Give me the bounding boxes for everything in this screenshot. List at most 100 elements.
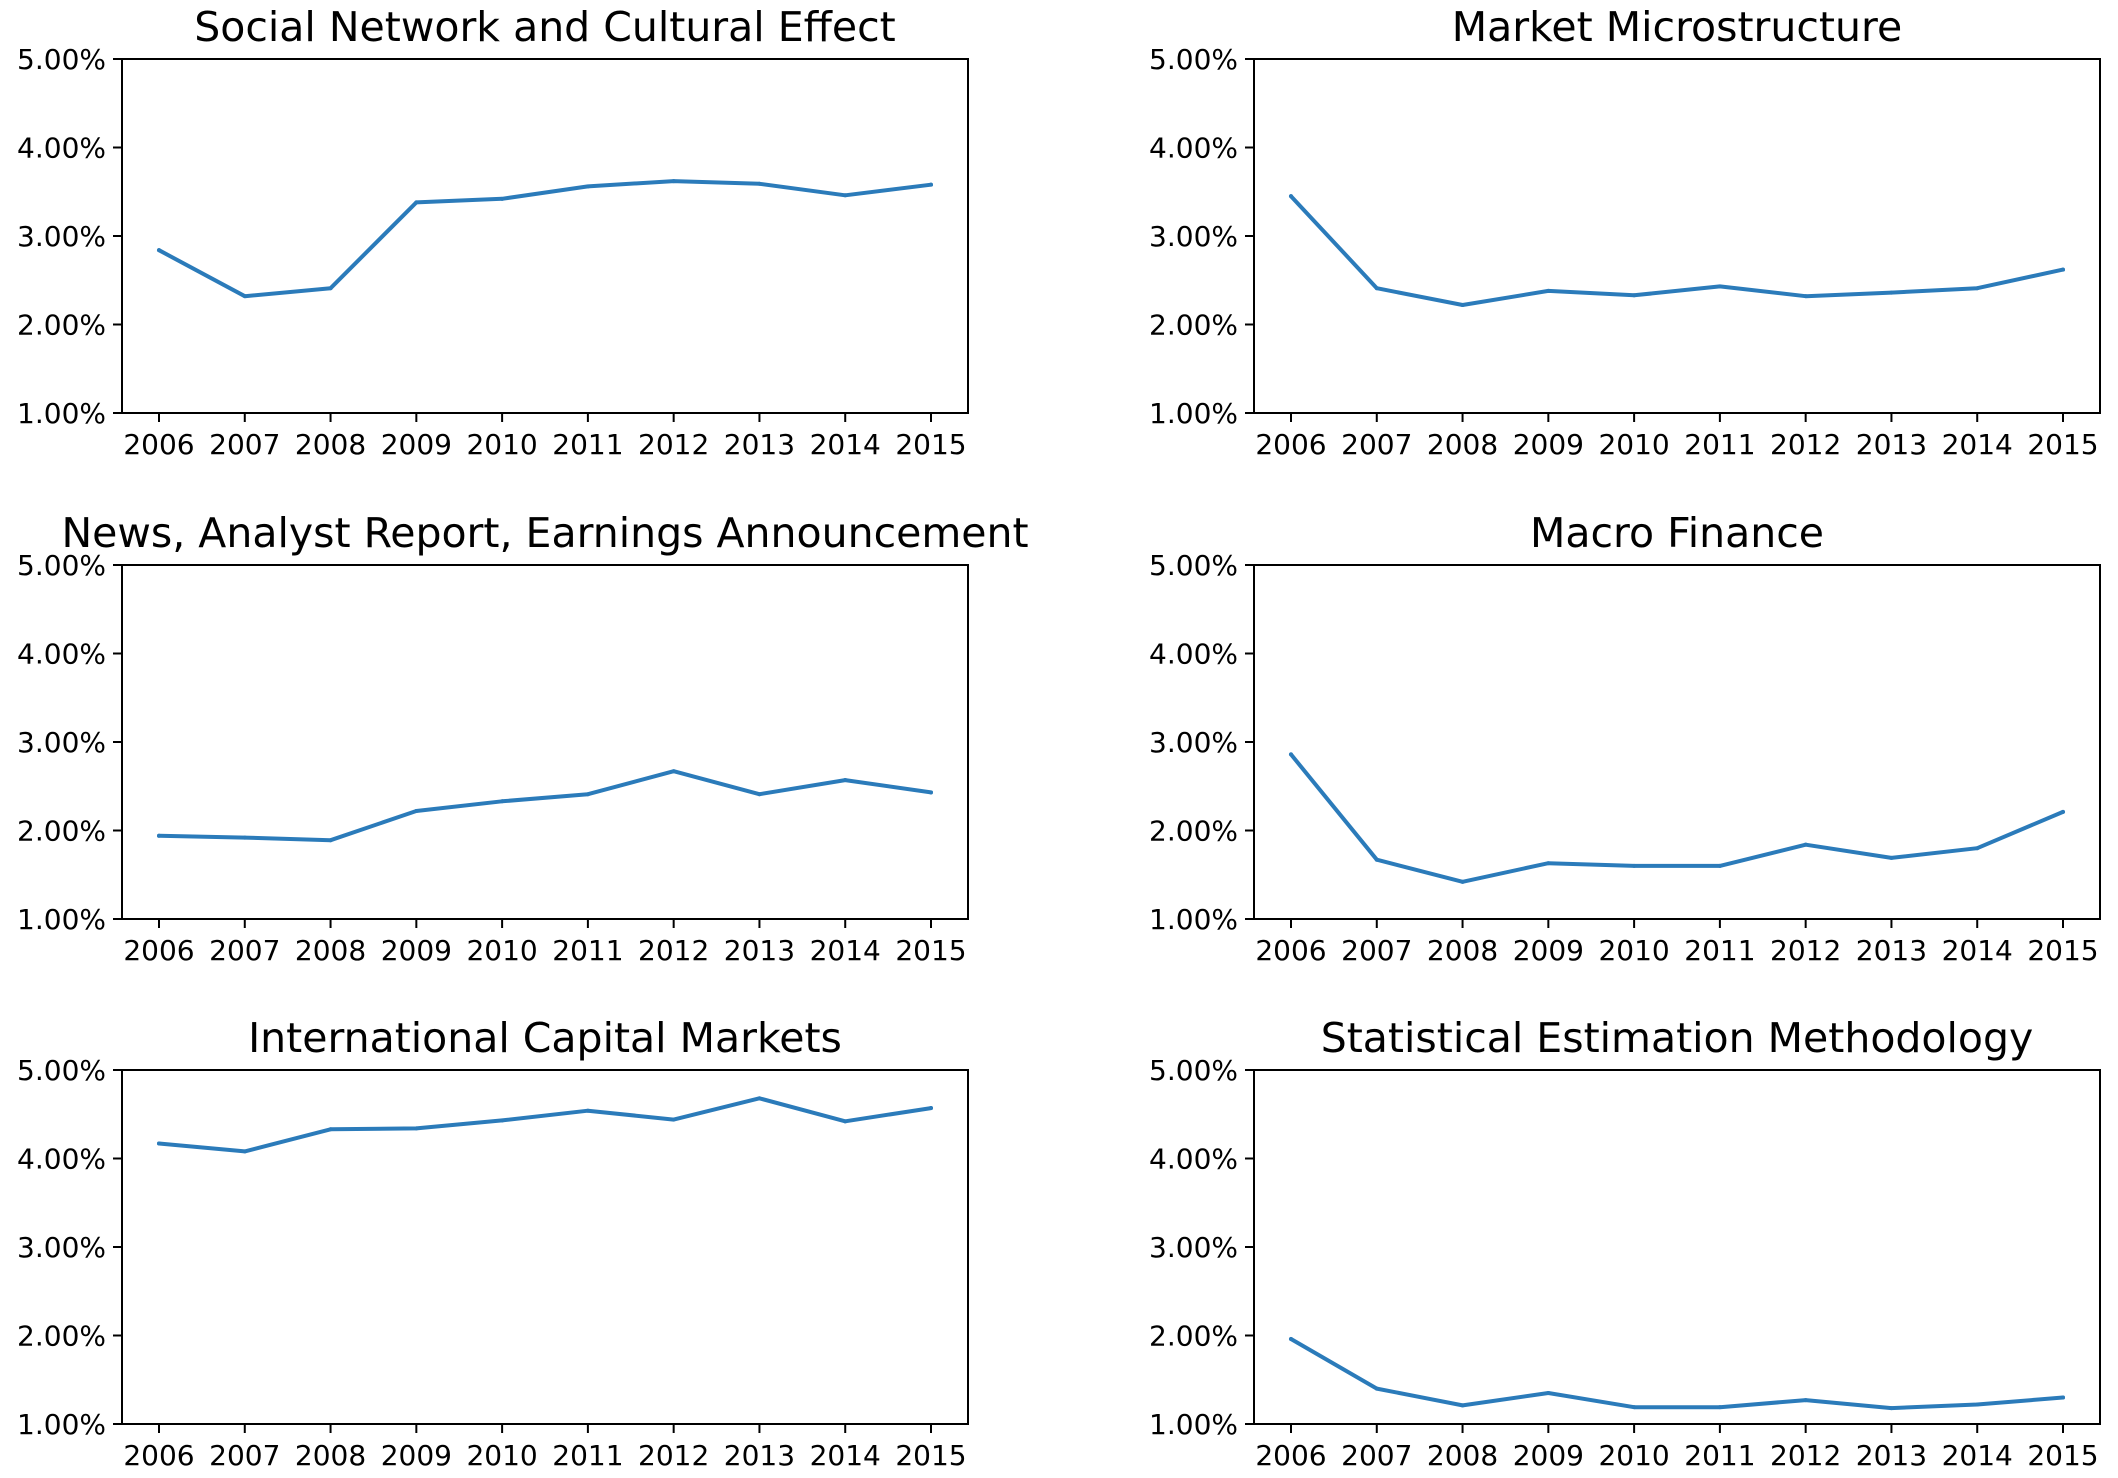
plot-frame <box>121 564 969 920</box>
data-point <box>2061 267 2065 272</box>
data-point <box>757 792 762 797</box>
x-tick-label: 2014 <box>810 428 881 461</box>
data-point <box>1889 290 1894 295</box>
x-tick-label: 2011 <box>1684 428 1755 461</box>
data-point <box>671 1117 676 1122</box>
x-tick-label: 2015 <box>2027 1439 2098 1472</box>
x-tick-label: 2007 <box>1341 1439 1412 1472</box>
data-point <box>414 809 419 814</box>
x-tick-label: 2013 <box>1856 1439 1927 1472</box>
y-tick-label: 3.00% <box>1149 726 1238 759</box>
x-tick-label: 2006 <box>123 428 194 461</box>
data-point <box>2061 809 2065 814</box>
x-tick-label: 2009 <box>1513 1439 1584 1472</box>
data-point <box>1803 842 1808 847</box>
plot-frame <box>1253 1069 2101 1425</box>
x-tick-label: 2013 <box>724 934 795 967</box>
data-point <box>1460 1403 1465 1408</box>
data-point <box>585 792 590 797</box>
x-tick-label: 2010 <box>466 1439 537 1472</box>
x-tick-label: 2013 <box>1856 428 1927 461</box>
series-line <box>1289 194 2065 307</box>
x-tick-label: 2011 <box>1684 934 1755 967</box>
series-line <box>157 769 933 843</box>
data-point <box>1632 293 1637 298</box>
y-tick-label: 5.00% <box>17 43 106 76</box>
x-tick-label: 2012 <box>638 428 709 461</box>
x-tick-label: 2006 <box>1255 934 1326 967</box>
series-line <box>1289 1337 2065 1411</box>
data-point <box>843 1119 848 1124</box>
data-point <box>929 182 933 187</box>
data-point <box>1717 1405 1722 1410</box>
x-tick-label: 2015 <box>895 934 966 967</box>
plot-frame <box>1253 58 2101 414</box>
y-tick-label: 2.00% <box>1149 309 1238 342</box>
chart-panel: Market Microstructure 1.00% 2.00% 3.00% 4.00… <box>1149 3 2101 461</box>
data-point <box>242 294 247 299</box>
x-tick-label: 2009 <box>1513 428 1584 461</box>
y-tick-label: 3.00% <box>17 726 106 759</box>
data-point <box>242 835 247 840</box>
data-point <box>328 838 333 843</box>
chart-title: Statistical Estimation Methodology <box>1321 1014 2034 1062</box>
x-tick-label: 2013 <box>1856 934 1927 967</box>
x-tick-label: 2013 <box>724 428 795 461</box>
data-point <box>500 196 505 201</box>
y-tick-label: 2.00% <box>17 1320 106 1353</box>
data-point <box>1374 857 1379 862</box>
data-point <box>671 769 676 774</box>
y-tick-label: 1.00% <box>1149 397 1238 430</box>
data-point <box>157 1141 161 1146</box>
y-tick-label: 4.00% <box>1149 638 1238 671</box>
chart-title: International Capital Markets <box>248 1014 842 1062</box>
data-point <box>1975 286 1980 291</box>
chart-panel: Social Network and Cultural Effect 1.00% 2… <box>17 3 969 461</box>
y-tick-label: 4.00% <box>17 132 106 165</box>
chart-panel: News, Analyst Report, Earnings Announcem… <box>17 509 1029 967</box>
data-point <box>1632 863 1637 868</box>
data-point <box>1803 1398 1808 1403</box>
data-point <box>585 1108 590 1113</box>
x-tick-label: 2010 <box>466 428 537 461</box>
y-tick-label: 1.00% <box>17 1408 106 1441</box>
chart-title: Market Microstructure <box>1452 3 1902 51</box>
data-point <box>1889 855 1894 860</box>
y-tick-label: 5.00% <box>1149 1054 1238 1087</box>
x-tick-label: 2010 <box>1598 428 1669 461</box>
data-point <box>2061 1395 2065 1400</box>
data-point <box>843 193 848 198</box>
x-tick-label: 2011 <box>552 1439 623 1472</box>
y-tick-label: 4.00% <box>1149 132 1238 165</box>
x-tick-label: 2015 <box>895 428 966 461</box>
x-tick-label: 2013 <box>724 1439 795 1472</box>
data-point <box>157 248 161 253</box>
x-tick-label: 2007 <box>209 1439 280 1472</box>
x-tick-label: 2009 <box>1513 934 1584 967</box>
data-point <box>414 1126 419 1131</box>
x-tick-label: 2006 <box>123 934 194 967</box>
y-tick-label: 3.00% <box>1149 220 1238 253</box>
x-tick-label: 2008 <box>295 934 366 967</box>
y-tick-label: 5.00% <box>1149 43 1238 76</box>
y-tick-label: 4.00% <box>17 1143 106 1176</box>
y-tick-label: 5.00% <box>17 549 106 582</box>
data-point <box>500 1118 505 1123</box>
y-tick-label: 2.00% <box>17 309 106 342</box>
x-tick-label: 2008 <box>1427 934 1498 967</box>
x-tick-label: 2014 <box>1942 428 2013 461</box>
y-tick-label: 3.00% <box>1149 1231 1238 1264</box>
chart-panel: International Capital Markets 1.00% 2.00% 3… <box>17 1014 969 1472</box>
x-tick-label: 2008 <box>295 1439 366 1472</box>
data-point <box>242 1149 247 1154</box>
series-line <box>1289 752 2065 884</box>
data-point <box>1975 1402 1980 1407</box>
data-point <box>1632 1405 1637 1410</box>
data-point <box>328 1127 333 1132</box>
x-tick-label: 2010 <box>1598 1439 1669 1472</box>
y-tick-label: 2.00% <box>17 815 106 848</box>
chart-panel: Statistical Estimation Methodology 1.00% 2… <box>1149 1014 2101 1472</box>
chart-title: Macro Finance <box>1530 509 1824 557</box>
x-tick-label: 2015 <box>2027 428 2098 461</box>
